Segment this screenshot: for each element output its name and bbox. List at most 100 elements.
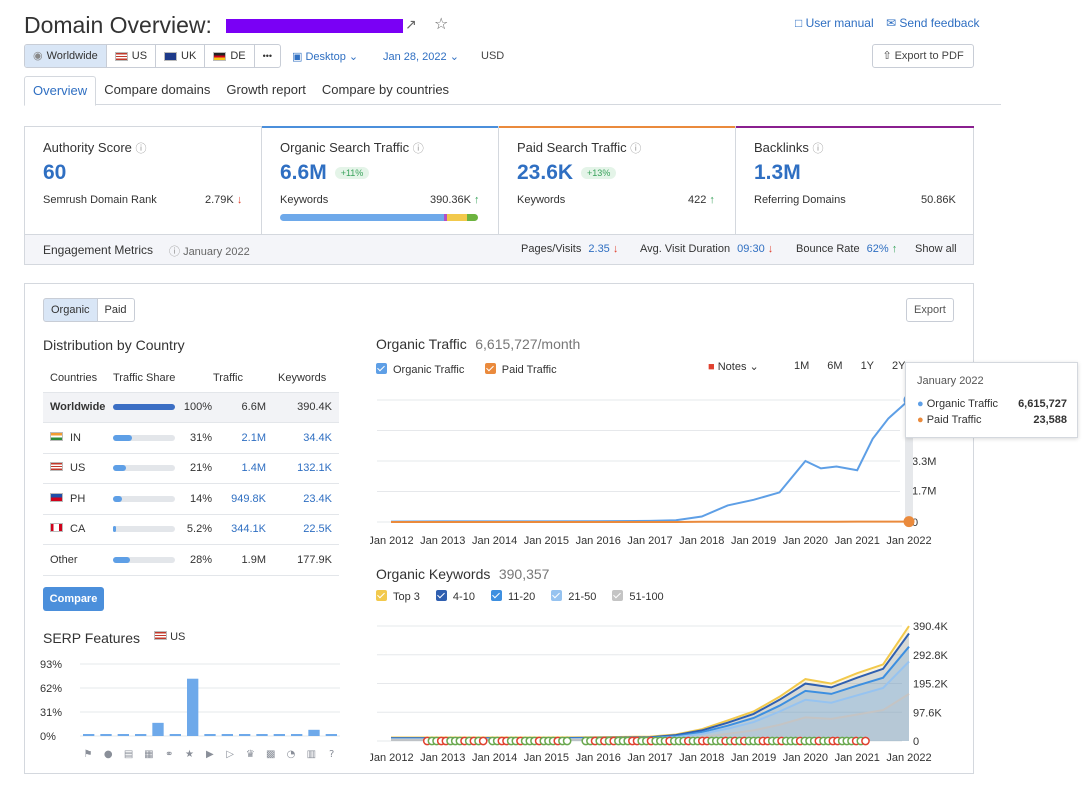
paid-traffic-value[interactable]: 23.6K [517, 161, 574, 184]
legend-label: Top 3 [393, 591, 420, 603]
share-bar [113, 556, 175, 563]
organic-paid-toggle: Organic Paid [43, 298, 135, 322]
info-icon[interactable]: ⓘ [812, 143, 824, 155]
legend-organic-traffic[interactable]: Organic Traffic [376, 363, 464, 376]
traffic-cell[interactable]: 2.1M [213, 422, 270, 454]
period-6m[interactable]: 6M [827, 360, 843, 372]
organic-traffic-chart[interactable]: 3.3M 1.7M 0 Jan 2012 Jan 2013 Jan 2014 Jan 201… [370, 385, 940, 550]
legend-keywords-4[interactable]: 51-100 [612, 590, 664, 603]
organic-keywords-value[interactable]: 390.36K ↑ [430, 194, 480, 206]
keywords-cell[interactable]: 132.1K [270, 453, 339, 484]
table-row[interactable]: IN 31% 2.1M 34.4K [43, 422, 339, 454]
distribution-table: Countries Traffic Share Traffic Keywords… [43, 365, 339, 576]
traffic-cell[interactable]: 949.8K [213, 483, 270, 515]
distribution-title: Distribution by Country [43, 337, 185, 353]
traffic-cell[interactable]: 1.4M [213, 453, 270, 484]
col-traffic-share[interactable]: Traffic Share [113, 365, 213, 393]
info-icon[interactable]: ⓘ [412, 143, 424, 155]
device-dropdown[interactable]: ▣ Desktop ⌄ [292, 50, 358, 63]
authority-score-label: Authority Score ⓘ [43, 140, 147, 156]
share-cell: 28% [113, 544, 213, 576]
authority-score-text: Authority Score [43, 140, 132, 155]
tooltip-label: Paid Traffic [926, 414, 982, 426]
domain-rank-value[interactable]: 2.79K ↓ [205, 194, 242, 206]
backlinks-value[interactable]: 1.3M [754, 161, 801, 184]
db-de[interactable]: DE [205, 45, 255, 67]
organic-traffic-value-row: 6.6M +11% [280, 161, 370, 185]
paid-keywords-value[interactable]: 422 ↑ [688, 194, 715, 206]
keywords-x-tick: Jan 2019 [731, 752, 776, 764]
legend-keywords-0[interactable]: Top 3 [376, 590, 420, 603]
avg-visit-duration: Avg. Visit Duration 09:30 ↓ [640, 243, 773, 255]
serp-y-tick: 31% [40, 707, 62, 719]
send-feedback-link[interactable]: ✉ Send feedback [886, 16, 979, 30]
table-row[interactable]: Other 28% 1.9M 177.9K [43, 544, 339, 576]
info-icon[interactable]: ⓘ [135, 143, 147, 155]
date-dropdown[interactable]: Jan 28, 2022 ⌄ [383, 50, 459, 63]
traffic-x-tick: Jan 2015 [524, 535, 569, 547]
export-button[interactable]: Export [906, 298, 954, 322]
keywords-cell[interactable]: 23.4K [270, 483, 339, 515]
user-manual-link[interactable]: □ User manual [795, 16, 874, 30]
date-label: Jan 28, 2022 [383, 51, 447, 63]
external-link-icon[interactable]: ↗ [405, 16, 417, 32]
legend-keywords-1[interactable]: 4-10 [435, 590, 475, 603]
serp-db-label: US [170, 631, 186, 643]
keywords-y-tick: 390.4K [913, 621, 949, 633]
period-2y[interactable]: 2Y [892, 360, 906, 372]
organic-traffic-value[interactable]: 6.6M [280, 161, 327, 184]
share-bar [113, 404, 175, 411]
table-row[interactable]: PH 14% 949.8K 23.4K [43, 483, 339, 515]
info-icon[interactable]: ⓘ [169, 246, 180, 258]
share-bar [113, 465, 175, 472]
serp-feature-icon: ▷ [226, 749, 234, 760]
country-cell: US [43, 453, 113, 484]
legend-keywords-3[interactable]: 21-50 [551, 590, 596, 603]
table-row[interactable]: Worldwide 100% 6.6M 390.4K [43, 392, 339, 423]
info-icon[interactable]: ⓘ [630, 143, 642, 155]
period-1m[interactable]: 1M [794, 360, 810, 372]
country-name: IN [70, 431, 81, 444]
keywords-cell[interactable]: 22.5K [270, 514, 339, 545]
authority-score-value[interactable]: 60 [43, 161, 67, 184]
keywords-cell: 177.9K [270, 544, 339, 576]
traffic-cell[interactable]: 344.1K [213, 514, 270, 545]
legend-keywords-2[interactable]: 11-20 [490, 590, 535, 603]
tab-compare-domains[interactable]: Compare domains [104, 82, 211, 97]
notes-dropdown[interactable]: ■ Notes ⌄ [708, 360, 759, 373]
db-uk[interactable]: UK [156, 45, 206, 67]
paid-toggle-button[interactable]: Paid [97, 298, 135, 322]
backlinks-text: Backlinks [754, 140, 809, 155]
organic-toggle-button[interactable]: Organic [43, 298, 98, 322]
serp-bar [187, 678, 199, 736]
legend-paid-traffic[interactable]: Paid Traffic [484, 363, 557, 376]
export-pdf-button[interactable]: ⇧ Export to PDF [872, 44, 974, 68]
traffic-y-tick: 3.3M [912, 456, 936, 468]
col-traffic[interactable]: Traffic [213, 365, 270, 393]
col-countries[interactable]: Countries [43, 365, 113, 393]
db-worldwide[interactable]: ◉ Worldwide [25, 45, 107, 67]
organic-keywords-chart[interactable]: 390.4K 292.8K 195.2K 97.6K 0 Jan 2012 Jan 2013… [370, 615, 950, 770]
db-us[interactable]: US [107, 45, 157, 67]
keywords-area [391, 633, 909, 741]
period-1y[interactable]: 1Y [860, 360, 875, 372]
serp-bar [308, 729, 320, 736]
tab-growth-report[interactable]: Growth report [226, 82, 306, 97]
show-all-link[interactable]: Show all [915, 243, 957, 255]
table-row[interactable]: US 21% 1.4M 132.1K [43, 453, 339, 484]
star-icon[interactable]: ☆ [434, 16, 449, 33]
de-flag-icon [213, 51, 227, 61]
traffic-x-tick: Jan 2022 [886, 535, 931, 547]
col-keywords[interactable]: Keywords [270, 365, 339, 393]
serp-bar [135, 734, 147, 736]
keywords-cell[interactable]: 34.4K [270, 422, 339, 454]
traffic-x-tick: Jan 2012 [370, 535, 414, 547]
share-bar-fill [113, 526, 117, 533]
tab-overview[interactable]: Overview [24, 76, 97, 106]
serp-bar [100, 734, 112, 736]
referring-domains-value[interactable]: 50.86K [921, 194, 956, 206]
table-row[interactable]: CA 5.2% 344.1K 22.5K [43, 514, 339, 545]
more-databases-button[interactable]: ••• [255, 45, 280, 67]
tab-compare-by-countries[interactable]: Compare by countries [321, 82, 450, 97]
compare-button[interactable]: Compare [43, 587, 104, 611]
